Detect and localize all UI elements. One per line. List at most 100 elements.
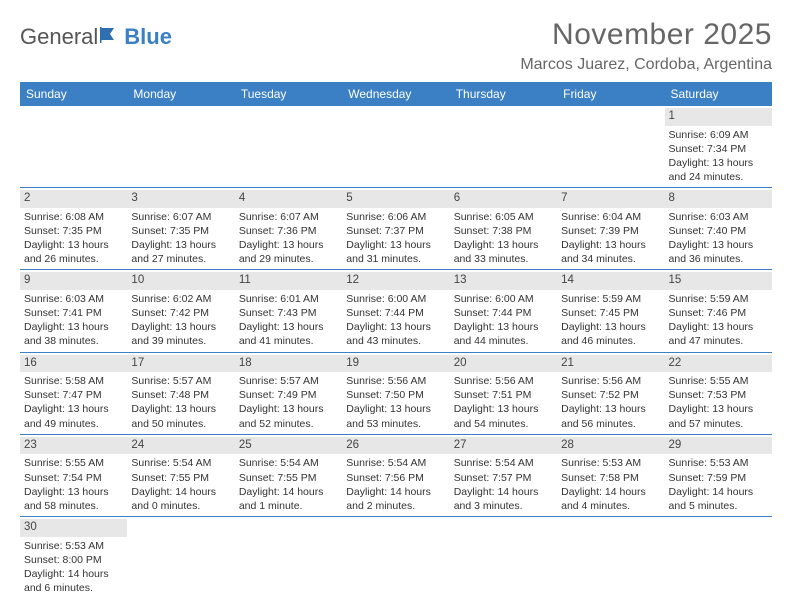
sunrise-text: Sunrise: 6:03 AM	[669, 210, 768, 224]
day-cell: 7Sunrise: 6:04 AMSunset: 7:39 PMDaylight…	[557, 188, 664, 269]
day-cell-empty	[665, 517, 772, 598]
daylight-text: Daylight: 13 hours	[239, 238, 338, 252]
sunset-text: Sunset: 7:49 PM	[239, 388, 338, 402]
daylight-text: Daylight: 13 hours	[454, 238, 553, 252]
sunset-text: Sunset: 7:40 PM	[669, 224, 768, 238]
daylight-text: Daylight: 13 hours	[346, 238, 445, 252]
sunrise-text: Sunrise: 6:07 AM	[131, 210, 230, 224]
daylight-text: Daylight: 13 hours	[669, 238, 768, 252]
day-cell: 17Sunrise: 5:57 AMSunset: 7:48 PMDayligh…	[127, 353, 234, 434]
day-number: 3	[127, 190, 234, 208]
sunrise-text: Sunrise: 6:01 AM	[239, 292, 338, 306]
sunrise-text: Sunrise: 5:53 AM	[561, 456, 660, 470]
sunset-text: Sunset: 7:57 PM	[454, 471, 553, 485]
sunrise-text: Sunrise: 6:03 AM	[24, 292, 123, 306]
day-number: 26	[342, 437, 449, 455]
daylight-text: and 34 minutes.	[561, 252, 660, 266]
weekday-thursday: Thursday	[450, 82, 557, 106]
day-number: 10	[127, 272, 234, 290]
daylight-text: Daylight: 13 hours	[669, 156, 768, 170]
week-row: 16Sunrise: 5:58 AMSunset: 7:47 PMDayligh…	[20, 353, 772, 435]
day-number: 22	[665, 355, 772, 373]
sunrise-text: Sunrise: 5:56 AM	[454, 374, 553, 388]
sunrise-text: Sunrise: 5:53 AM	[24, 539, 123, 553]
day-cell-empty	[235, 517, 342, 598]
sunrise-text: Sunrise: 6:02 AM	[131, 292, 230, 306]
day-number: 1	[665, 108, 772, 126]
day-number: 15	[665, 272, 772, 290]
daylight-text: Daylight: 13 hours	[24, 320, 123, 334]
sunrise-text: Sunrise: 5:59 AM	[669, 292, 768, 306]
sunrise-text: Sunrise: 6:05 AM	[454, 210, 553, 224]
day-cell: 4Sunrise: 6:07 AMSunset: 7:36 PMDaylight…	[235, 188, 342, 269]
sunset-text: Sunset: 7:41 PM	[24, 306, 123, 320]
sunset-text: Sunset: 7:50 PM	[346, 388, 445, 402]
daylight-text: and 36 minutes.	[669, 252, 768, 266]
day-cell: 10Sunrise: 6:02 AMSunset: 7:42 PMDayligh…	[127, 270, 234, 351]
day-number: 16	[20, 355, 127, 373]
weekday-wednesday: Wednesday	[342, 82, 449, 106]
daylight-text: Daylight: 14 hours	[561, 485, 660, 499]
day-cell-empty	[557, 106, 664, 187]
day-cell-empty	[450, 517, 557, 598]
day-cell-empty	[20, 106, 127, 187]
sunset-text: Sunset: 7:35 PM	[24, 224, 123, 238]
day-cell: 5Sunrise: 6:06 AMSunset: 7:37 PMDaylight…	[342, 188, 449, 269]
daylight-text: Daylight: 13 hours	[131, 320, 230, 334]
daylight-text: Daylight: 13 hours	[131, 402, 230, 416]
title-block: November 2025 Marcos Juarez, Cordoba, Ar…	[520, 18, 772, 74]
daylight-text: Daylight: 13 hours	[239, 402, 338, 416]
day-cell: 24Sunrise: 5:54 AMSunset: 7:55 PMDayligh…	[127, 435, 234, 516]
day-number: 8	[665, 190, 772, 208]
sunset-text: Sunset: 7:35 PM	[131, 224, 230, 238]
day-cell: 18Sunrise: 5:57 AMSunset: 7:49 PMDayligh…	[235, 353, 342, 434]
day-cell-empty	[342, 106, 449, 187]
day-number: 9	[20, 272, 127, 290]
day-cell: 14Sunrise: 5:59 AMSunset: 7:45 PMDayligh…	[557, 270, 664, 351]
daylight-text: Daylight: 13 hours	[454, 402, 553, 416]
sunset-text: Sunset: 7:39 PM	[561, 224, 660, 238]
day-number: 5	[342, 190, 449, 208]
daylight-text: Daylight: 13 hours	[24, 402, 123, 416]
sunrise-text: Sunrise: 5:53 AM	[669, 456, 768, 470]
daylight-text: Daylight: 14 hours	[24, 567, 123, 581]
day-number: 4	[235, 190, 342, 208]
sunrise-text: Sunrise: 5:54 AM	[346, 456, 445, 470]
daylight-text: and 29 minutes.	[239, 252, 338, 266]
sunset-text: Sunset: 7:34 PM	[669, 142, 768, 156]
sunset-text: Sunset: 7:52 PM	[561, 388, 660, 402]
daylight-text: and 5 minutes.	[669, 499, 768, 513]
sunrise-text: Sunrise: 5:54 AM	[239, 456, 338, 470]
day-cell: 8 Sunrise: 6:03 AMSunset: 7:40 PMDaylight…	[665, 188, 772, 269]
weekday-sunday: Sunday	[20, 82, 127, 106]
daylight-text: Daylight: 13 hours	[131, 238, 230, 252]
sunset-text: Sunset: 7:54 PM	[24, 471, 123, 485]
sunrise-text: Sunrise: 5:57 AM	[131, 374, 230, 388]
sunset-text: Sunset: 7:44 PM	[346, 306, 445, 320]
header: General Blue November 2025 Marcos Juarez…	[20, 18, 772, 74]
daylight-text: and 56 minutes.	[561, 417, 660, 431]
sunset-text: Sunset: 7:59 PM	[669, 471, 768, 485]
daylight-text: and 53 minutes.	[346, 417, 445, 431]
daylight-text: Daylight: 14 hours	[454, 485, 553, 499]
sunrise-text: Sunrise: 5:56 AM	[561, 374, 660, 388]
day-number: 14	[557, 272, 664, 290]
daylight-text: and 33 minutes.	[454, 252, 553, 266]
sunset-text: Sunset: 7:56 PM	[346, 471, 445, 485]
location: Marcos Juarez, Cordoba, Argentina	[520, 56, 772, 74]
day-number: 18	[235, 355, 342, 373]
daylight-text: and 4 minutes.	[561, 499, 660, 513]
day-cell-empty	[127, 106, 234, 187]
daylight-text: and 3 minutes.	[454, 499, 553, 513]
sunset-text: Sunset: 7:55 PM	[239, 471, 338, 485]
sunrise-text: Sunrise: 5:56 AM	[346, 374, 445, 388]
daylight-text: Daylight: 14 hours	[669, 485, 768, 499]
daylight-text: Daylight: 14 hours	[131, 485, 230, 499]
week-row: 9Sunrise: 6:03 AMSunset: 7:41 PMDaylight…	[20, 270, 772, 352]
weekday-header: SundayMondayTuesdayWednesdayThursdayFrid…	[20, 82, 772, 106]
week-row: 1Sunrise: 6:09 AMSunset: 7:34 PMDaylight…	[20, 106, 772, 188]
daylight-text: Daylight: 13 hours	[24, 485, 123, 499]
day-cell: 21Sunrise: 5:56 AMSunset: 7:52 PMDayligh…	[557, 353, 664, 434]
daylight-text: and 31 minutes.	[346, 252, 445, 266]
day-cell: 30Sunrise: 5:53 AMSunset: 8:00 PMDayligh…	[20, 517, 127, 598]
